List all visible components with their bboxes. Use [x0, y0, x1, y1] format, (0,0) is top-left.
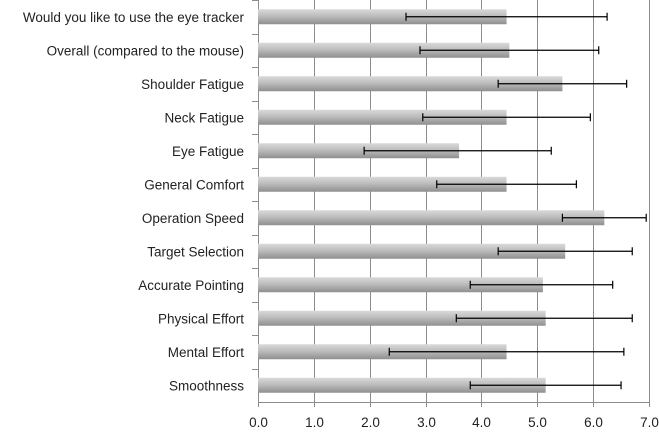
bar — [258, 277, 543, 293]
x-tick-label: 6.0 — [584, 415, 603, 430]
category-label: Physical Effort — [158, 311, 244, 326]
category-label: Accurate Pointing — [138, 278, 244, 293]
bars — [258, 9, 605, 393]
x-tick-label: 0.0 — [249, 415, 268, 430]
bar — [258, 42, 510, 58]
category-label: Operation Speed — [142, 211, 244, 226]
bar — [258, 344, 507, 360]
bar — [258, 176, 507, 192]
category-label: Mental Effort — [168, 345, 245, 360]
bar — [258, 76, 563, 92]
bar — [258, 210, 605, 226]
grid-lines — [252, 0, 650, 407]
category-label: Smoothness — [169, 378, 244, 393]
x-tick-labels: 0.0 1.0 2.0 3.0 4.0 5.0 6.0 7.0 — [249, 415, 659, 430]
x-tick-label: 4.0 — [472, 415, 491, 430]
error-bars — [363, 12, 647, 390]
category-label: Target Selection — [147, 244, 244, 259]
category-label: Overall (compared to the mouse) — [47, 43, 244, 58]
bar — [258, 143, 460, 159]
bar — [258, 310, 546, 326]
category-label: Neck Fatigue — [164, 110, 244, 125]
x-tick-label: 7.0 — [640, 415, 659, 430]
category-label: Eye Fatigue — [172, 144, 244, 159]
x-tick-label: 3.0 — [417, 415, 436, 430]
bar — [258, 377, 546, 393]
x-tick-label: 1.0 — [305, 415, 324, 430]
category-labels: Would you like to use the eye tracker Ove… — [23, 10, 245, 394]
category-label: Would you like to use the eye tracker — [23, 10, 245, 25]
category-label: Shoulder Fatigue — [141, 77, 244, 92]
category-label: General Comfort — [144, 177, 244, 192]
bar — [258, 243, 566, 259]
x-tick-label: 5.0 — [528, 415, 547, 430]
bar — [258, 9, 507, 25]
x-tick-label: 2.0 — [361, 415, 380, 430]
bar — [258, 109, 507, 125]
